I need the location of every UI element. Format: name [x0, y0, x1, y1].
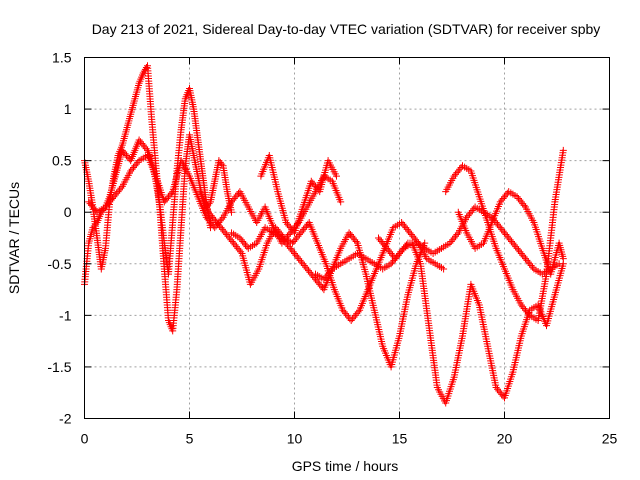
- x-tick-label: 0: [81, 431, 89, 447]
- y-tick-label: -1: [59, 307, 72, 323]
- data-point-markers: [85, 151, 345, 247]
- data-series-satellite-track-7: [375, 234, 567, 407]
- y-tick-label: -2: [59, 411, 72, 427]
- data-point-markers: [257, 151, 340, 237]
- y-tick-label: 1.5: [52, 50, 72, 66]
- data-point-markers: [375, 234, 567, 407]
- y-tick-label: 0.5: [52, 153, 72, 169]
- x-tick-label: 10: [287, 431, 303, 447]
- data-series-satellite-track-8: [442, 146, 567, 325]
- chart-title: Day 213 of 2021, Sidereal Day-to-day VTE…: [92, 21, 601, 37]
- plot-area: [81, 62, 567, 407]
- data-series-satellite-track-10: [257, 151, 340, 237]
- data-point-markers: [442, 146, 567, 325]
- y-tick-label: -1.5: [47, 359, 71, 375]
- y-tick-label: 1: [64, 101, 72, 117]
- data-series-satellite-track-3: [85, 151, 345, 247]
- x-tick-label: 5: [186, 431, 194, 447]
- data-series-satellite-track-9: [454, 188, 567, 278]
- x-axis-label: GPS time / hours: [292, 458, 399, 474]
- x-tick-label: 25: [602, 431, 618, 447]
- axis-ticks: 0 5 10 15 20 25 1.5 1 0.5 0 -0.5 -1 -1.5 -2: [47, 50, 617, 447]
- plot-frame: [84, 57, 610, 419]
- y-tick-label: 0: [64, 204, 72, 220]
- y-tick-label: -0.5: [47, 256, 71, 272]
- data-point-markers: [454, 188, 567, 278]
- x-tick-label: 20: [497, 431, 513, 447]
- x-tick-label: 15: [392, 431, 408, 447]
- y-axis-label: SDTVAR / TECUs: [6, 182, 22, 294]
